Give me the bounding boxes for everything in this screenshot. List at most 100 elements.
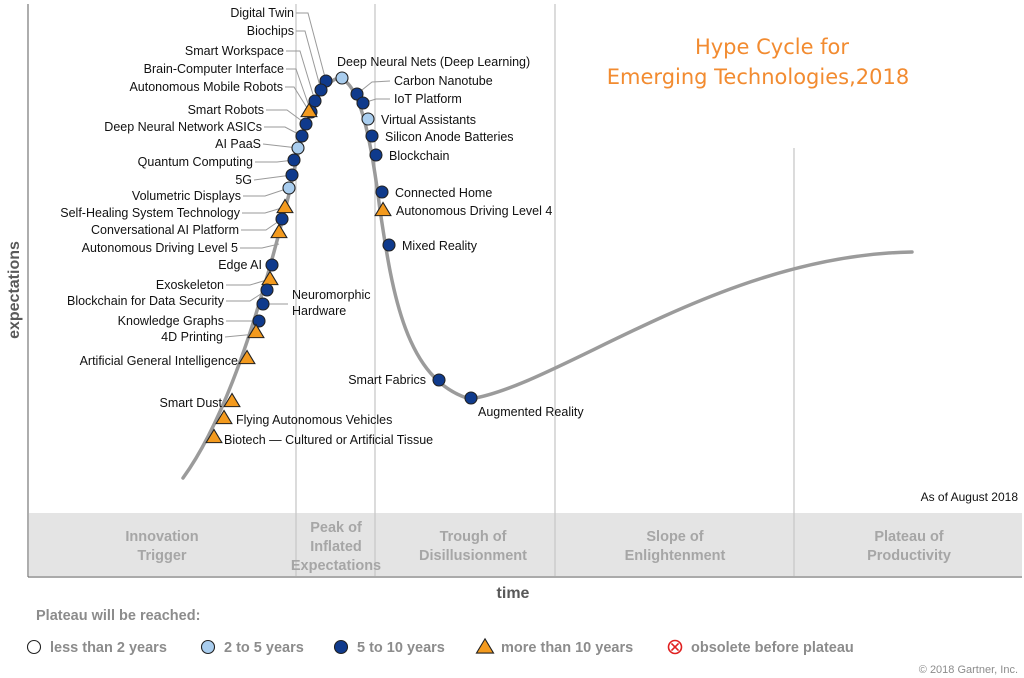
technology-label-neuromorphic-hardware: Neuromorphic Hardware — [292, 288, 371, 318]
technology-label-volumetric-displays: Volumetric Displays — [132, 189, 241, 203]
technology-label-deep-neural-network-asics: Deep Neural Network ASICs — [104, 120, 262, 134]
technology-marker-iot-platform — [356, 96, 370, 110]
technology-label-smart-workspace: Smart Workspace — [185, 44, 284, 58]
technology-marker-augmented-reality — [464, 391, 478, 405]
technology-marker-smart-fabrics — [432, 373, 446, 387]
technology-label-connected-home: Connected Home — [395, 186, 492, 200]
technology-marker-blockchain — [369, 148, 383, 162]
technology-label-exoskeleton: Exoskeleton — [156, 278, 224, 292]
technology-marker-self-healing-system-technology — [276, 198, 294, 214]
technology-label-virtual-assistants: Virtual Assistants — [381, 113, 476, 127]
copyright-note: © 2018 Gartner, Inc. — [919, 664, 1018, 676]
x-axis-label: time — [497, 585, 530, 602]
legend-label-y2to5: 2 to 5 years — [224, 640, 304, 656]
phase-band — [29, 513, 1022, 576]
leader-line — [243, 187, 290, 197]
technology-label-ai-paas: AI PaaS — [215, 137, 261, 151]
technology-marker-autonomous-driving-level-4 — [374, 201, 392, 217]
technology-marker-5g — [285, 168, 299, 182]
technology-marker-exoskeleton — [261, 270, 279, 286]
technology-marker-autonomous-mobile-robots — [300, 102, 318, 118]
leader-line — [296, 12, 327, 82]
technology-label-smart-robots: Smart Robots — [188, 103, 264, 117]
chart-background-layer: Innovation Trigger Peak of Inflated Expectat… — [27, 4, 1022, 578]
leader-line — [286, 68, 312, 113]
leader-line — [296, 30, 322, 91]
as-of-date-note: As of August 2018 — [921, 490, 1019, 504]
technology-label-biotech-cultured-or-artificial-tissue: Biotech — Cultured or Artificial Tissue — [224, 433, 433, 447]
phase-label: Productivity — [867, 548, 951, 564]
phase-label: Inflated — [310, 539, 362, 555]
technology-label-iot-platform: IoT Platform — [394, 92, 462, 106]
phase-label: Peak of — [310, 520, 362, 536]
technology-marker-4d-printing — [247, 323, 265, 339]
technology-label-digital-twin: Digital Twin — [230, 6, 294, 20]
technology-marker-artificial-general-intelligence — [238, 349, 256, 365]
leader-line — [226, 289, 268, 302]
technology-label-flying-autonomous-vehicles: Flying Autonomous Vehicles — [236, 413, 392, 427]
technology-label-deep-neural-nets-deep-learning: Deep Neural Nets (Deep Learning) — [337, 55, 530, 69]
technology-marker-smart-dust — [223, 392, 241, 408]
legend-marker-gt10 — [475, 637, 495, 654]
legend-label-y5to10: 5 to 10 years — [357, 640, 445, 656]
technology-label-edge-ai: Edge AI — [218, 258, 262, 272]
technology-label-brain-computer-interface: Brain-Computer Interface — [144, 62, 284, 76]
y-axis-label: expectations — [6, 241, 23, 339]
legend-marker-y5to10 — [333, 639, 349, 655]
technology-marker-connected-home — [375, 185, 389, 199]
technology-marker-conversational-ai-platform — [275, 212, 289, 226]
technology-label-augmented-reality: Augmented Reality — [478, 405, 584, 419]
phase-label: Disillusionment — [419, 548, 527, 564]
legend: less than 2 years 2 to 5 years 5 to 10 yea… — [26, 637, 854, 656]
phase-label: Trough of — [440, 529, 507, 545]
technology-label-knowledge-graphs: Knowledge Graphs — [118, 314, 224, 328]
technology-marker-smart-robots — [299, 117, 313, 131]
technology-marker-biochips — [314, 83, 328, 97]
technology-marker-silicon-anode-batteries — [365, 129, 379, 143]
chart-title-line-1: Hype Cycle for — [695, 35, 849, 59]
technology-labels-layer: Digital Twin Biochips Smart Workspace Brain… — [60, 6, 584, 447]
legend-marker-y2to5 — [200, 639, 216, 655]
technology-marker-volumetric-displays — [282, 181, 296, 195]
technology-label-self-healing-system-technology: Self-Healing System Technology — [60, 206, 240, 220]
leader-line — [266, 109, 307, 125]
technology-marker-carbon-nanotube — [350, 87, 364, 101]
technology-marker-quantum-computing — [287, 153, 301, 167]
technology-marker-smart-workspace — [308, 94, 322, 108]
technology-label-carbon-nanotube: Carbon Nanotube — [394, 74, 493, 88]
technology-marker-flying-autonomous-vehicles — [215, 409, 233, 425]
leader-lines-layer — [224, 12, 391, 338]
technology-label-blockchain: Blockchain — [389, 149, 449, 163]
technology-label-4d-printing: 4D Printing — [161, 330, 223, 344]
leader-line — [242, 206, 286, 214]
technology-marker-deep-neural-nets-deep-learning — [335, 71, 349, 85]
technology-label-autonomous-driving-level-5: Autonomous Driving Level 5 — [82, 241, 238, 255]
technology-label-smart-dust: Smart Dust — [159, 396, 222, 410]
leader-line — [226, 278, 271, 286]
technology-marker-virtual-assistants — [361, 112, 375, 126]
technology-marker-neuromorphic-hardware — [256, 297, 270, 311]
legend-label-obsolete: obsolete before plateau — [691, 640, 854, 656]
legend-title: Plateau will be reached: — [36, 608, 200, 624]
leader-line — [240, 243, 280, 249]
technology-label-conversational-ai-platform: Conversational AI Platform — [91, 223, 239, 237]
technology-label-5g: 5G — [235, 173, 252, 187]
phase-label: Slope of — [646, 529, 703, 545]
technology-label-autonomous-mobile-robots: Autonomous Mobile Robots — [129, 80, 283, 94]
technology-label-biochips: Biochips — [247, 24, 294, 38]
leader-line — [286, 50, 316, 102]
phase-label: Expectations — [291, 558, 381, 574]
technology-marker-deep-neural-network-asics — [295, 129, 309, 143]
chart-title-line-2: Emerging Technologies,2018 — [607, 65, 909, 89]
technology-label-smart-fabrics: Smart Fabrics — [348, 373, 426, 387]
technology-label-mixed-reality: Mixed Reality — [402, 239, 478, 253]
technology-label-blockchain-for-data-security: Blockchain for Data Security — [67, 294, 225, 308]
technology-label-quantum-computing: Quantum Computing — [138, 155, 253, 169]
technology-marker-biotech-cultured-or-artificial-tissue — [205, 428, 223, 444]
technology-label-artificial-general-intelligence: Artificial General Intelligence — [80, 354, 238, 368]
phase-label: Trigger — [137, 548, 187, 564]
phase-label: Plateau of — [874, 529, 943, 545]
technology-marker-blockchain-for-data-security — [260, 283, 274, 297]
